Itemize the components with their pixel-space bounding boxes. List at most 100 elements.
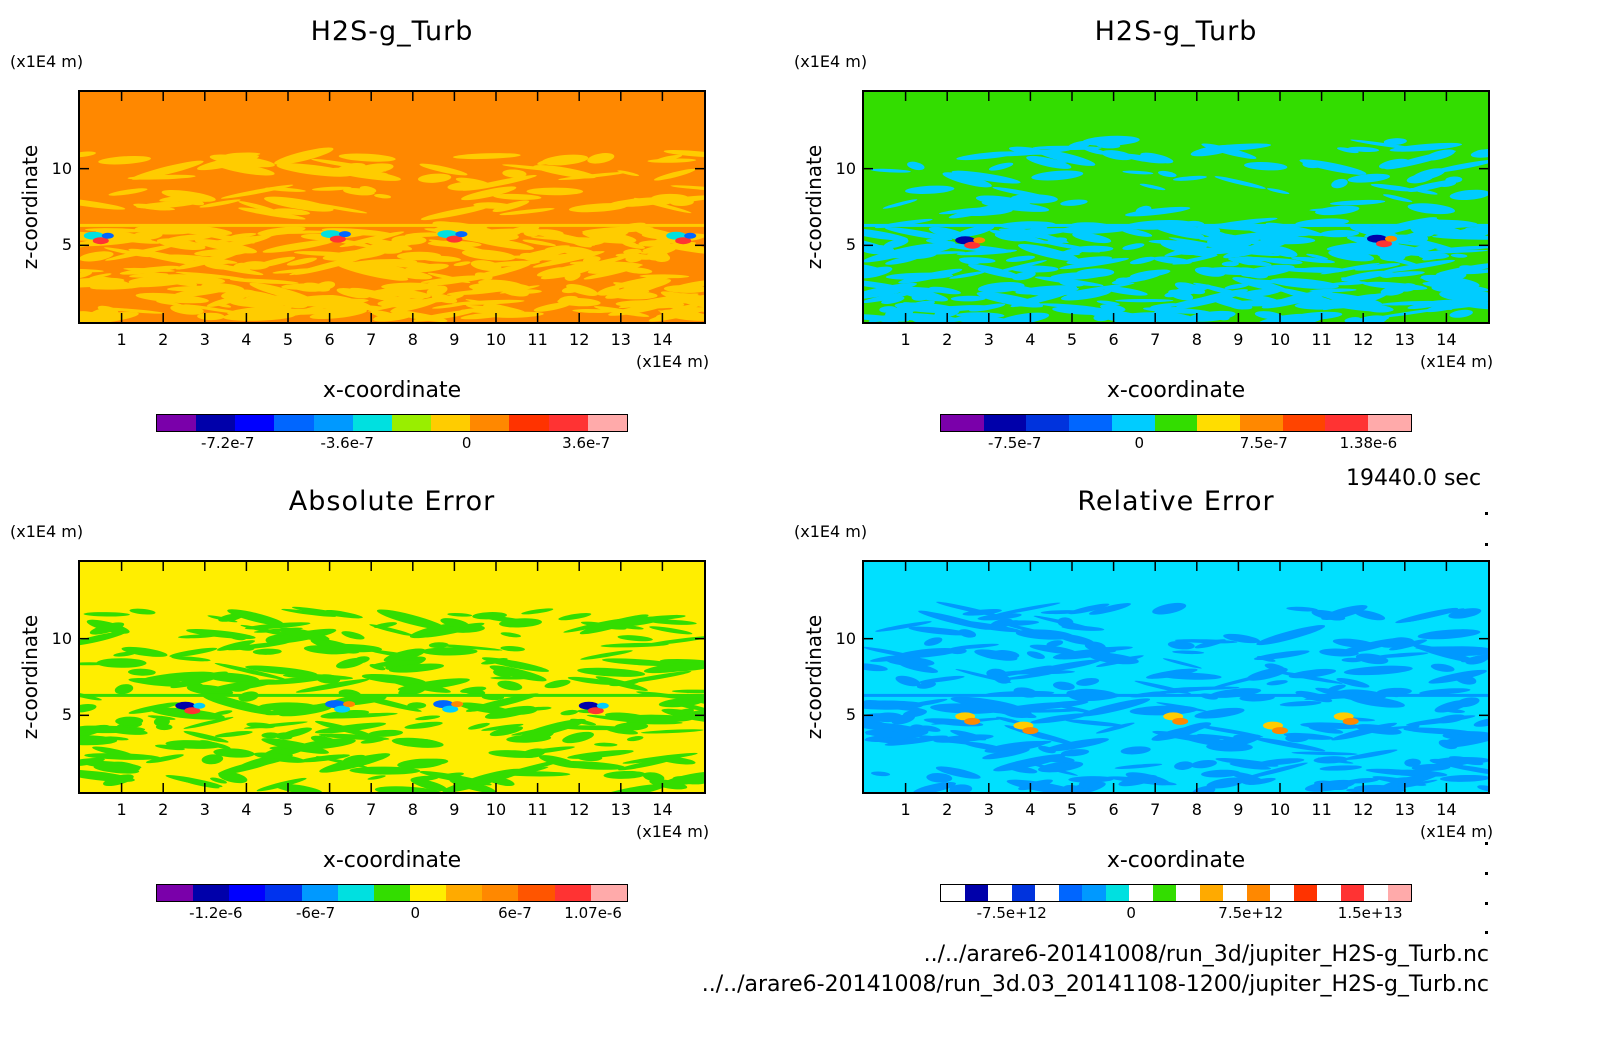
contour-region [169,647,218,658]
x-axis-label: x-coordinate [1106,848,1246,873]
x-tick-label: 3 [983,330,994,349]
contour-region [1068,776,1114,783]
colorbar-segment [1154,415,1198,431]
chart-title: Absolute Error [288,486,496,517]
contour-region [1343,749,1398,760]
contour-region [145,754,184,764]
contour-region [1329,199,1386,206]
contour-region [1031,170,1084,181]
contour-region [1440,181,1457,187]
contour-region [1120,746,1151,755]
contour-region [1265,245,1298,258]
contour-region [623,248,642,255]
contour-region [392,270,433,280]
contour-region [460,311,511,320]
contour-region [561,286,583,294]
contour-region [245,665,318,676]
contour-region [1260,236,1316,245]
colorbar [940,414,1412,432]
contour-region [1005,255,1036,262]
contour-region [1056,251,1080,256]
contour-region [1032,145,1102,151]
contour-region [1214,176,1266,189]
contour-region [1247,777,1276,785]
contour-region [1239,288,1282,298]
contour-region [80,757,105,767]
x-axis-unit: (x1E4 m) [636,352,710,371]
contour-region [1238,256,1261,266]
contour-band [80,223,704,227]
contour-region [115,716,144,726]
contour-region [214,302,232,308]
colorbar-segment [548,415,588,431]
contour-region [218,771,248,784]
contour-region [981,200,1050,212]
vortex-feature [193,702,206,709]
marker-dot [1485,842,1488,845]
contour-region [499,618,542,628]
vortex-feature [973,237,986,244]
contour-region [951,170,1021,184]
contour-region [362,238,413,251]
contour-region [103,307,164,314]
contour-region [1429,758,1463,768]
contour-region [1283,732,1334,740]
contour-region [289,295,339,304]
colorbar-segment [1325,415,1369,431]
contour-region [1026,155,1072,169]
contour-region [871,771,891,777]
contour-region [1206,742,1253,752]
contour-region [993,602,1061,616]
contour-region [1379,271,1425,278]
contour-region [1145,668,1198,679]
contour-region [911,292,932,301]
heatmap-plot [78,560,706,794]
contour-region [1063,784,1088,792]
contour-region [1428,669,1487,684]
vortex-feature [1376,240,1392,248]
marker-dot [1485,902,1488,905]
colorbar-segment [265,885,302,901]
contour-region [470,260,502,272]
contour-region [1120,228,1153,237]
contour-region [618,757,675,771]
contour-region [1080,698,1151,717]
contour-region [686,293,704,301]
contour-region [1114,763,1163,769]
vortex-feature [587,707,604,715]
z-tick-label: 5 [845,235,856,255]
contour-region [1304,779,1356,792]
contour-region [80,735,118,746]
contour-region [210,777,227,784]
contour-region [1266,680,1288,686]
contour-region [1059,257,1129,270]
contour-region [318,733,390,741]
x-tick-label: 8 [407,800,418,819]
contour-region [641,729,704,734]
contour-region [213,710,233,716]
contour-region [114,684,134,695]
x-tick-label: 4 [241,800,252,819]
contour-region [1247,226,1312,237]
contour-region [626,736,644,742]
contour-region [564,271,581,281]
contour-region [1378,158,1409,169]
colorbar-segment [518,885,555,901]
contour-region [587,153,615,164]
x-tick-label: 7 [1150,800,1161,819]
contour-region [382,287,417,297]
contour-region [389,261,432,268]
contour-region [949,271,986,279]
contour-region [1101,150,1134,161]
contour-region [128,702,180,714]
contour-region [968,263,1023,279]
contour-region [1309,288,1357,293]
contour-region [891,714,916,725]
contour-region [229,232,257,238]
contour-region [1406,608,1465,622]
contour-region [420,204,492,221]
x-tick-label: 10 [485,800,507,819]
contour-region [84,753,161,760]
x-tick-label: 7 [366,800,377,819]
contour-region [1411,763,1451,772]
